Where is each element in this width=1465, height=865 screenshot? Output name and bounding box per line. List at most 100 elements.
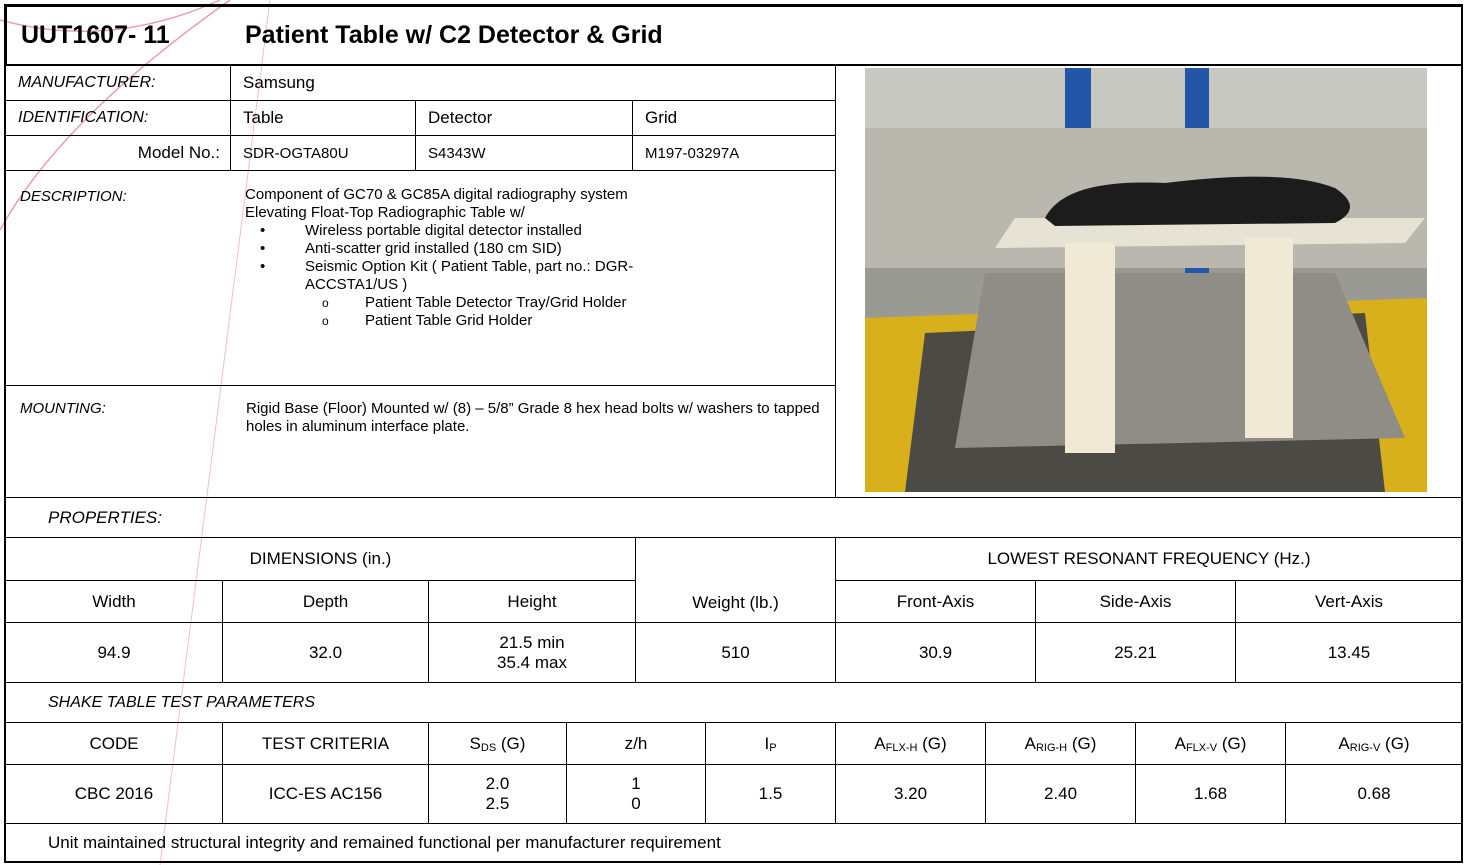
column-header: Table [230, 100, 416, 136]
cell-text: Table [243, 108, 284, 128]
symbol: A [1338, 734, 1349, 753]
subscript: FLX-V [1186, 742, 1217, 754]
cell-text: 25.21 [1114, 643, 1157, 663]
property-value: 25.21 [1035, 622, 1236, 683]
column-header: SDS (G) [428, 722, 567, 765]
subscript: DS [481, 742, 496, 754]
cell-text: M197-03297A [645, 145, 739, 162]
cell-rich: SDS (G) [470, 734, 526, 754]
cell-text: CBC 2016 [75, 784, 153, 804]
cell-text: 32.0 [309, 643, 342, 663]
section-label: PROPERTIES: [5, 497, 1463, 538]
cell-text: Weight (lb.) [692, 593, 779, 613]
unit-title: Patient Table w/ C2 Detector & Grid [245, 21, 663, 50]
cell-text: PROPERTIES: [48, 508, 162, 528]
mounting: MOUNTING:Rigid Base (Floor) Mounted w/ (… [5, 385, 836, 498]
description-line: Elevating Float-Top Radiographic Table w… [245, 204, 805, 222]
cell-text: Side-Axis [1100, 592, 1172, 612]
cell-text: CODE [89, 734, 138, 754]
property-value: 13.45 [1235, 622, 1463, 683]
subscript: RIG-H [1036, 742, 1067, 754]
cell-line: 1 [631, 774, 640, 794]
section-label: SHAKE TABLE TEST PARAMETERS [5, 682, 1463, 723]
cell-text: SDR-OGTA80U [243, 145, 349, 162]
property-value: 510 [635, 622, 836, 683]
unit: (G) [496, 734, 525, 753]
cell-text: Vert-Axis [1315, 592, 1383, 612]
test-value: CBC 2016 [5, 764, 223, 824]
cell-text: Front-Axis [897, 592, 974, 612]
cell-text: DIMENSIONS (in.) [250, 549, 392, 569]
cell-text: Height [507, 592, 556, 612]
header: UUT1607- 11 Patient Table w/ C2 Detector … [5, 5, 1463, 66]
cell-text: IDENTIFICATION: [18, 109, 148, 127]
cell-text: Unit maintained structural integrity and… [48, 833, 721, 853]
cell-line: 21.5 min [497, 633, 567, 653]
spec-sheet: UUT1607- 11 Patient Table w/ C2 Detector … [0, 0, 1465, 865]
test-value: 2.40 [985, 764, 1136, 824]
cell-text: 2.40 [1044, 784, 1077, 804]
column-header: Weight (lb.) [635, 537, 836, 623]
model-number: M197-03297A [632, 135, 836, 171]
cell-text: TEST CRITERIA [262, 734, 389, 754]
cell-rich: AFLX-V (G) [1175, 734, 1247, 754]
symbol: A [874, 734, 885, 753]
cell-text: ICC-ES AC156 [269, 784, 382, 804]
cell-text: LOWEST RESONANT FREQUENCY (Hz.) [987, 549, 1310, 569]
description-body: Component of GC70 & GC85A digital radiog… [245, 186, 805, 330]
cell-rich: ARIG-V (G) [1338, 734, 1409, 754]
unit-id: UUT1607- 11 [21, 21, 170, 50]
bullet: Anti-scatter grid installed (180 cm SID) [245, 240, 725, 258]
symbol: S [470, 734, 481, 753]
label: MOUNTING: [20, 400, 246, 417]
unit: (G) [1217, 734, 1246, 753]
cell-line: 0 [631, 794, 640, 814]
column-header: Grid [632, 100, 836, 136]
photo [865, 68, 1427, 492]
column-header: ARIG-V (G) [1285, 722, 1463, 765]
model-number: SDR-OGTA80U [230, 135, 416, 171]
cell-text: 3.20 [894, 784, 927, 804]
cell-text: Depth [303, 592, 348, 612]
column-header: Vert-Axis [1235, 580, 1463, 623]
cell-text: Detector [428, 108, 492, 128]
manufacturer: Samsung [230, 65, 836, 101]
cell-text: MANUFACTURER: [18, 74, 155, 92]
cell-text: Samsung [243, 73, 315, 93]
cell-text: 1.68 [1194, 784, 1227, 804]
property-value: 94.9 [5, 622, 223, 683]
bullet: Wireless portable digital detector insta… [245, 222, 725, 240]
column-header: TEST CRITERIA [222, 722, 429, 765]
cell-text: 13.45 [1328, 643, 1371, 663]
test-value: 10 [566, 764, 706, 824]
unit: (G) [917, 734, 946, 753]
column-header: z/h [566, 722, 706, 765]
cell-rich: IP [764, 734, 776, 754]
mounting-text: Rigid Base (Floor) Mounted w/ (8) – 5/8”… [246, 400, 821, 436]
cell-line: 2.5 [486, 794, 510, 814]
test-value: ICC-ES AC156 [222, 764, 429, 824]
test-value: 3.20 [835, 764, 986, 824]
label: MANUFACTURER: [5, 65, 231, 101]
sub-bullet: Patient Table Grid Holder [245, 312, 805, 330]
column-header: IP [705, 722, 836, 765]
test-value: 1.68 [1135, 764, 1286, 824]
label: DESCRIPTION: [20, 188, 127, 205]
cell-text: SHAKE TABLE TEST PARAMETERS [48, 694, 315, 712]
symbol: A [1025, 734, 1036, 753]
cell-rich: ARIG-H (G) [1025, 734, 1097, 754]
group-header: LOWEST RESONANT FREQUENCY (Hz.) [835, 537, 1463, 581]
subscript: P [769, 742, 776, 754]
cell-line: 35.4 max [497, 653, 567, 673]
column-header: AFLX-V (G) [1135, 722, 1286, 765]
column-header: ARIG-H (G) [985, 722, 1136, 765]
property-value: 32.0 [222, 622, 429, 683]
model-number: S4343W [415, 135, 633, 171]
column-header: CODE [5, 722, 223, 765]
cell-line: 2.0 [486, 774, 510, 794]
symbol: A [1175, 734, 1186, 753]
